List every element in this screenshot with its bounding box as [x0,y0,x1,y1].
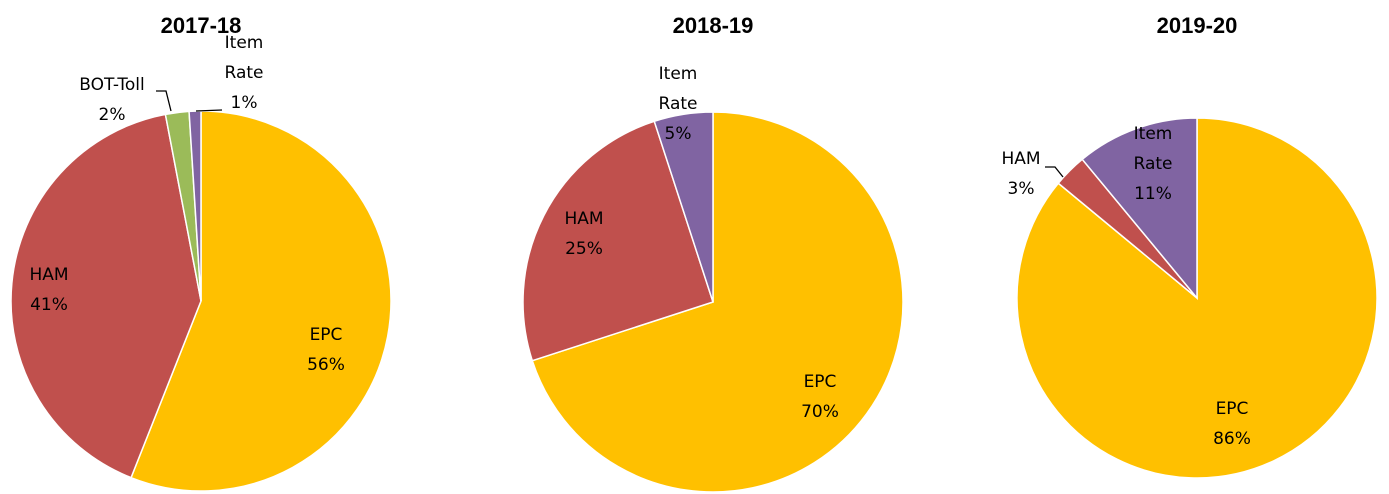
label-leader-line [1045,166,1064,178]
label-leader-line [156,90,172,112]
data-label-bot-toll: BOT-Toll 2% [79,75,145,125]
chart-title: 2017-18 [161,13,242,38]
pie-chart-2018-19: 2018-19 EPC 70% HAM 25% Item Rate 5% [522,13,904,493]
data-label-epc: EPC 70% [801,372,839,422]
chart-title: 2019-20 [1157,13,1238,38]
pie-slice-epc [130,110,392,492]
data-label-item-rate: Item Rate 5% [659,64,698,144]
data-label-epc: EPC 56% [307,325,345,375]
data-label-ham: HAM 3% [1001,149,1040,199]
pie-slice-item-rate [653,111,714,303]
chart-title: 2018-19 [673,13,754,38]
pie-chart-2017-18: 2017-18 EPC 56% HAM 41% BOT-Toll 2% Item Rate 1% [10,13,392,492]
data-label-item-rate: Item Rate 1% [225,33,264,113]
data-label-ham: HAM 25% [564,209,603,259]
data-label-ham: HAM 41% [29,265,68,315]
pie-slice-ham [522,120,714,362]
pie-slice-epc [1016,117,1378,479]
data-label-item-rate: Item Rate 11% [1134,124,1173,204]
label-leader-line [195,109,223,112]
pie-slice-epc [531,111,904,493]
pie-slice-ham [10,113,202,479]
pie-chart-2019-20: 2019-20 EPC 86% HAM 3% Item Rate 11% [1001,13,1378,479]
data-label-epc: EPC 86% [1213,399,1251,449]
pie-slice-item-rate [1081,117,1198,301]
